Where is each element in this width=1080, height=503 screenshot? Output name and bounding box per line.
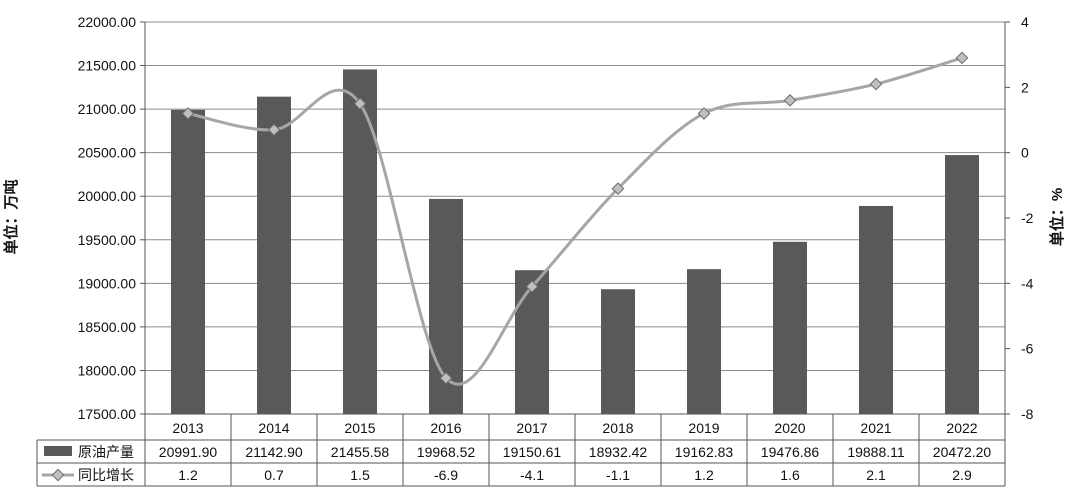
category-label: 2019 [688, 420, 719, 436]
category-label: 2022 [946, 420, 977, 436]
category-label: 2017 [516, 420, 547, 436]
bar-2022 [945, 155, 979, 414]
left-tick-label: 21000.00 [78, 101, 137, 117]
left-tick-label: 18000.00 [78, 362, 137, 378]
right-tick-label: 2 [1021, 79, 1029, 95]
right-tick-label: 4 [1021, 14, 1029, 30]
line-point-2019 [697, 107, 711, 120]
category-label: 2015 [344, 420, 375, 436]
category-label: 2021 [860, 420, 891, 436]
legend-key-growth-marker [51, 468, 65, 482]
left-tick-label: 18500.00 [78, 319, 137, 335]
left-tick-label: 20500.00 [78, 145, 137, 161]
category-label: 2016 [430, 420, 461, 436]
right-tick-label: -2 [1021, 210, 1034, 226]
bar-series [171, 69, 979, 414]
line-point-2018 [611, 182, 625, 195]
legend-label-production: 原油产量 [78, 444, 134, 460]
right-tick-label: 0 [1021, 145, 1029, 161]
data-table: 2013 20991.90 1.2 2014 21142.90 0.7 2015 21455.… [36, 413, 1006, 487]
left-tick-label: 22000.00 [78, 14, 137, 30]
line-point-2021 [869, 77, 883, 91]
line-point-2015 [353, 97, 367, 111]
production-value: 21455.58 [331, 444, 390, 460]
growth-value: -1.1 [606, 467, 630, 483]
line-point-2022 [955, 51, 969, 65]
bar-2017 [515, 270, 549, 414]
growth-value: -4.1 [520, 467, 544, 483]
category-label: 2018 [602, 420, 633, 436]
growth-line [187, 56, 963, 386]
legend-label-growth: 同比增长 [78, 467, 134, 483]
growth-value: 2.1 [866, 467, 886, 483]
production-value: 19968.52 [417, 444, 476, 460]
production-value: 19150.61 [503, 444, 562, 460]
growth-value: 1.2 [694, 467, 714, 483]
growth-value: 2.9 [952, 467, 972, 483]
bar-2019 [687, 269, 721, 414]
growth-value: 0.7 [264, 467, 284, 483]
left-tick-label: 21500.00 [78, 58, 137, 74]
line-point-2014 [267, 123, 281, 137]
line-point-2016 [439, 371, 453, 385]
production-value: 21142.90 [245, 444, 303, 460]
left-axis-title: 单位：万吨 [2, 179, 20, 254]
line-series [181, 51, 969, 386]
right-tick-label: -4 [1021, 275, 1034, 291]
line-point-2020 [783, 94, 797, 107]
right-axis-title: 单位：% [1048, 188, 1066, 246]
category-label: 2013 [172, 420, 203, 436]
production-value: 19476.86 [761, 444, 820, 460]
growth-value: -6.9 [434, 467, 458, 483]
line-point-2017 [525, 280, 539, 293]
production-value: 19162.83 [675, 444, 734, 460]
axes: 17500.00 18000.00 18500.00 19000.00 19500.00… [78, 14, 1034, 422]
bar-2014 [257, 96, 291, 414]
category-label: 2014 [258, 420, 289, 436]
legend-key-production [44, 446, 72, 456]
production-value: 20472.20 [933, 444, 992, 460]
category-label: 2020 [774, 420, 805, 436]
bar-2013 [171, 109, 205, 414]
growth-value: 1.5 [350, 467, 370, 483]
bar-2020 [773, 241, 807, 414]
production-value: 19888.11 [847, 444, 905, 460]
production-value: 20991.90 [159, 444, 218, 460]
left-tick-label: 19500.00 [78, 232, 137, 248]
production-value: 18932.42 [589, 444, 648, 460]
right-tick-label: -8 [1021, 406, 1034, 422]
right-tick-label: -6 [1021, 341, 1034, 357]
bar-2021 [859, 205, 893, 414]
bar-2018 [601, 289, 635, 414]
left-tick-label: 17500.00 [78, 406, 137, 422]
bar-2015 [343, 69, 377, 414]
left-tick-label: 19000.00 [78, 275, 137, 291]
growth-value: 1.6 [780, 467, 800, 483]
growth-value: 1.2 [178, 467, 198, 483]
left-tick-label: 20000.00 [78, 188, 137, 204]
line-point-2013 [181, 107, 195, 120]
